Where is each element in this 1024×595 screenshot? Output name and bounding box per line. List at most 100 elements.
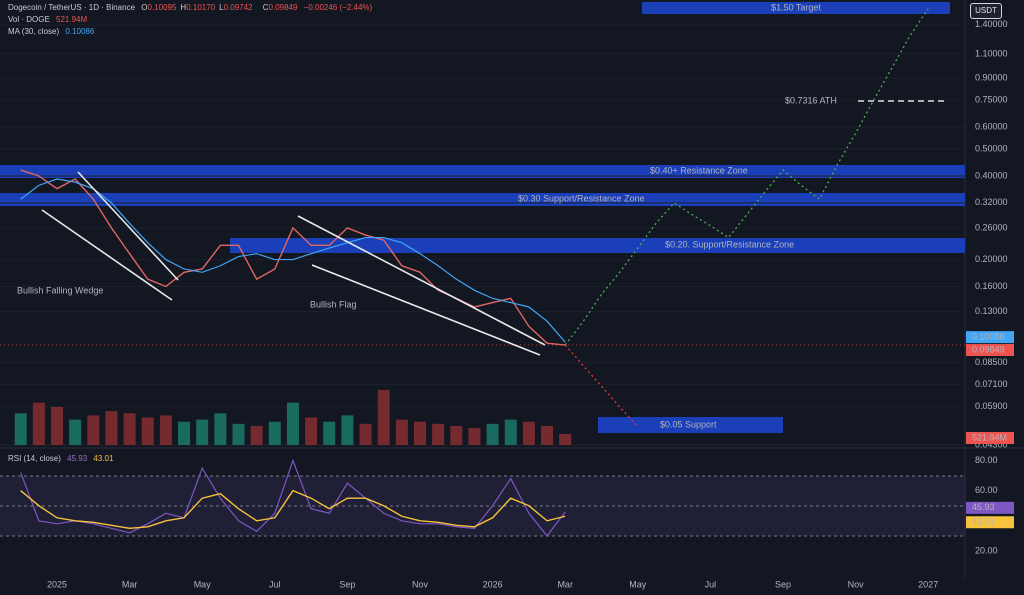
volume-bar bbox=[178, 421, 191, 445]
volume-bar bbox=[123, 413, 136, 445]
volume-bar bbox=[232, 423, 245, 445]
volume-bar bbox=[250, 425, 263, 445]
volume-tag-bg bbox=[966, 432, 1014, 444]
ohlc-name: O bbox=[141, 3, 148, 12]
volume-bar bbox=[14, 413, 27, 445]
ohlc-name: H bbox=[180, 3, 187, 12]
rsi-ma-tag: 43.01 bbox=[972, 517, 995, 527]
volume-value: 521.94M bbox=[56, 15, 88, 24]
y-tick-label: 0.32000 bbox=[975, 197, 1008, 207]
ma-price-tag: 0.10086 bbox=[972, 332, 1005, 342]
symbol-title: Dogecoin / TetherUS · 1D · Binance bbox=[8, 3, 136, 12]
price-tag: 0.09849 bbox=[972, 344, 1005, 354]
x-tick-label: Nov bbox=[848, 579, 865, 589]
projection-line bbox=[564, 8, 929, 346]
pattern-line bbox=[77, 171, 179, 281]
volume-legend: Vol · DOGE 521.94M bbox=[8, 15, 91, 24]
volume-bar bbox=[395, 419, 408, 445]
rsi-ma-tag-bg bbox=[966, 516, 1014, 529]
volume-bar bbox=[468, 428, 481, 445]
x-tick-label: Jul bbox=[705, 579, 717, 589]
projection-line bbox=[564, 344, 639, 428]
ohlc-close-name: C bbox=[262, 3, 269, 12]
volume-bar bbox=[559, 433, 572, 445]
symbol-legend: Dogecoin / TetherUS · 1D · Binance O0.10… bbox=[8, 3, 376, 12]
currency-button[interactable]: USDT bbox=[970, 3, 1002, 19]
annotation: $1.50 Target bbox=[771, 2, 821, 12]
price-line bbox=[20, 169, 566, 346]
volume-bar bbox=[87, 415, 100, 445]
volume-bar bbox=[450, 425, 463, 445]
target-box bbox=[642, 2, 950, 14]
annotation: Bullish Flag bbox=[310, 299, 357, 309]
x-tick-label: Sep bbox=[339, 579, 355, 589]
volume-bar bbox=[159, 415, 172, 445]
y-tick-label: 0.16000 bbox=[975, 281, 1008, 291]
y-tick-label: 0.07100 bbox=[975, 379, 1008, 389]
volume-bar bbox=[51, 406, 63, 445]
rsi-legend: RSI (14, close) 45.93 43.01 bbox=[8, 454, 117, 463]
volume-bar bbox=[69, 419, 82, 445]
annotation: $0.30 Support/Resistance Zone bbox=[518, 193, 645, 203]
rsi-title: RSI (14, close) bbox=[8, 454, 61, 463]
support-resistance-zone bbox=[230, 238, 965, 253]
volume-bar bbox=[105, 411, 118, 445]
rsi-line bbox=[20, 458, 566, 537]
volume-bar bbox=[305, 417, 318, 445]
ma-value: 0.10086 bbox=[65, 27, 95, 36]
ohlc-change: −0.00246 (−2.44%) bbox=[303, 3, 373, 12]
rsi-value: 45.93 bbox=[67, 454, 88, 463]
volume-bar bbox=[214, 413, 227, 445]
ohlc-close: 0.09849 bbox=[268, 3, 298, 12]
volume-title: Vol · DOGE bbox=[8, 15, 50, 24]
volume-bar bbox=[414, 421, 426, 445]
rsi-ma-line bbox=[20, 489, 566, 530]
ohlc-value: 0.09742 bbox=[223, 3, 253, 12]
ohlc-value: 0.10170 bbox=[186, 3, 216, 12]
y-tick-label: 0.60000 bbox=[975, 121, 1008, 131]
annotation: $0.05 Support bbox=[660, 419, 717, 429]
x-tick-label: May bbox=[194, 579, 212, 589]
x-tick-label: May bbox=[629, 579, 647, 589]
rsi-tag: 45.93 bbox=[972, 502, 995, 512]
volume-bar bbox=[522, 421, 535, 445]
volume-bar bbox=[541, 425, 554, 445]
y-tick-label: 0.04300 bbox=[975, 439, 1008, 449]
x-tick-label: 2025 bbox=[47, 579, 67, 589]
resistance-zone bbox=[0, 165, 965, 178]
rsi-tick-label: 20.00 bbox=[975, 545, 998, 555]
y-tick-label: 0.90000 bbox=[975, 72, 1008, 82]
pattern-line bbox=[311, 264, 541, 356]
ohlc-name: L bbox=[219, 3, 224, 12]
x-tick-label: 2027 bbox=[918, 579, 938, 589]
rsi-tag-bg bbox=[966, 501, 1014, 514]
y-tick-label: 1.40000 bbox=[975, 19, 1008, 29]
volume-bar bbox=[504, 419, 517, 445]
y-tick-label: 0.40000 bbox=[975, 170, 1008, 180]
y-tick-label: 0.75000 bbox=[975, 94, 1008, 104]
y-tick-label: 0.20000 bbox=[975, 254, 1008, 264]
y-tick-label: 0.13000 bbox=[975, 306, 1008, 316]
volume-bar bbox=[268, 421, 281, 445]
volume-bar bbox=[377, 390, 390, 445]
ma-line bbox=[20, 178, 566, 343]
price-tag-bg bbox=[966, 344, 1014, 357]
annotation: $0.20. Support/Resistance Zone bbox=[665, 239, 794, 249]
support-box bbox=[598, 417, 783, 433]
volume-bar bbox=[286, 402, 299, 445]
y-tick-label: 1.10000 bbox=[975, 48, 1008, 58]
y-tick-label: 0.08500 bbox=[975, 357, 1008, 367]
x-tick-label: 2026 bbox=[483, 579, 503, 589]
annotation: $0.40+ Resistance Zone bbox=[650, 165, 748, 175]
x-tick-label: Mar bbox=[557, 579, 573, 589]
volume-bar bbox=[32, 402, 45, 445]
volume-bar bbox=[359, 423, 372, 445]
pattern-line bbox=[297, 215, 546, 346]
y-tick-label: 0.50000 bbox=[975, 143, 1008, 153]
x-tick-label: Mar bbox=[122, 579, 138, 589]
x-tick-label: Sep bbox=[775, 579, 791, 589]
rsi-tick-label: 60.00 bbox=[975, 485, 998, 495]
ohlc-value: 0.10095 bbox=[147, 3, 177, 12]
